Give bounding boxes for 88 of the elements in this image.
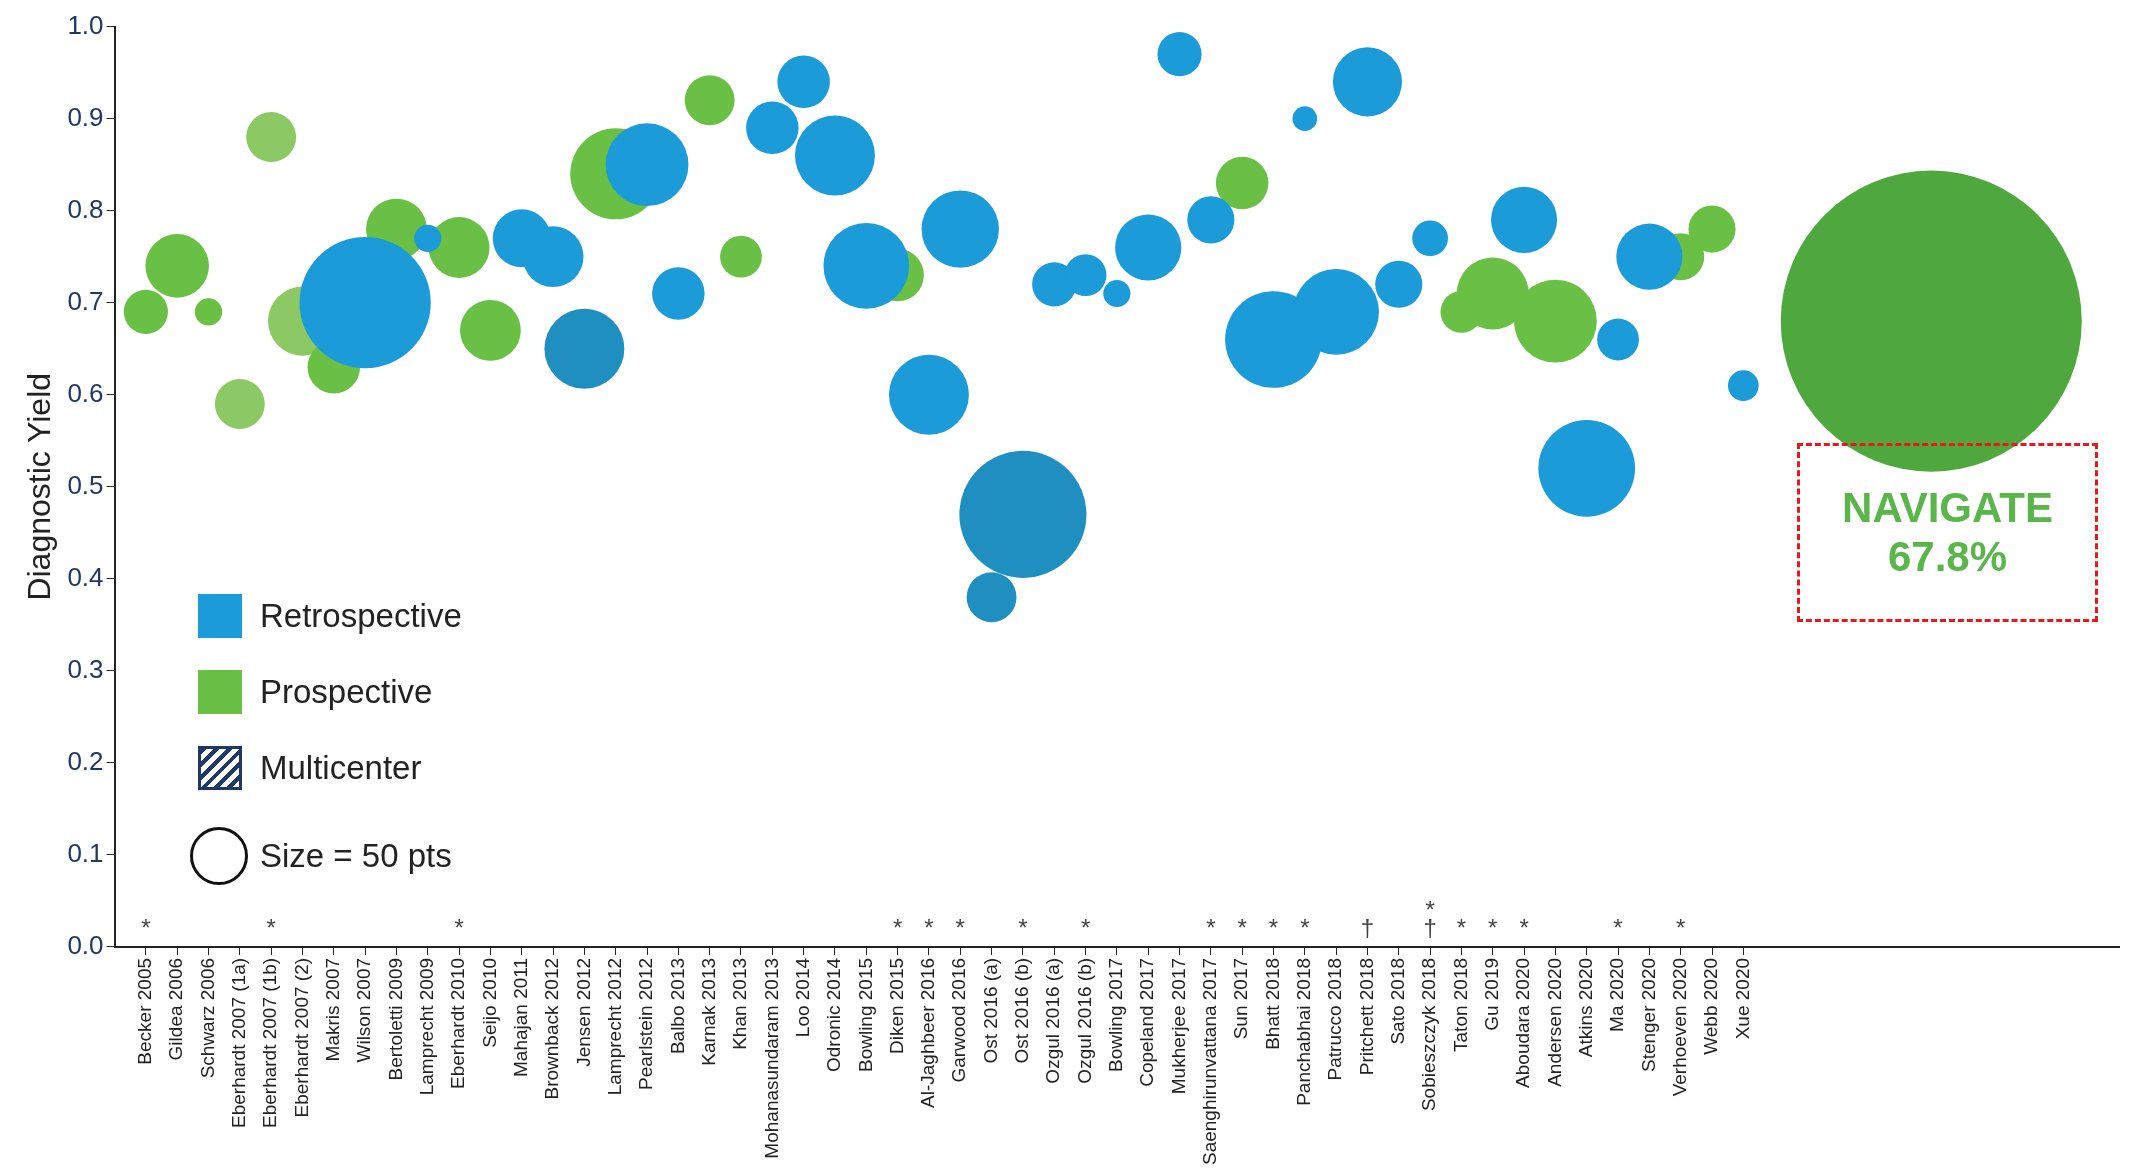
annotation: * — [1519, 913, 1529, 941]
x-tick-label: Balbo 2013 — [666, 957, 688, 1055]
legend-label: Prospective — [260, 673, 433, 711]
x-tick-label: Andersen 2020 — [1543, 957, 1565, 1087]
x-tick-label: Xue 2020 — [1731, 957, 1753, 1040]
x-tick-label: Pritchett 2018 — [1355, 957, 1377, 1076]
x-tick-label: Seijo 2010 — [478, 957, 500, 1048]
x-tick-label: Pearlstein 2012 — [635, 957, 657, 1090]
x-tick-label: Ozgul 2016 (a) — [1042, 957, 1064, 1084]
x-tick-label: Verhoeven 2020 — [1668, 957, 1690, 1097]
annotation: * — [1080, 913, 1091, 941]
y-tick-label: 0.1 — [67, 838, 104, 869]
y-tick-label: 0.5 — [67, 469, 104, 500]
annotation: † — [1360, 913, 1375, 941]
y-tick-label: 0.0 — [67, 930, 104, 961]
x-tick-label: Bhatt 2018 — [1261, 957, 1283, 1050]
y-tick-label: 0.4 — [67, 561, 104, 592]
x-tick-label: Loo 2014 — [791, 957, 813, 1038]
annotation: NAVIGATE — [1842, 484, 2053, 533]
y-axis-title: Diagnostic Yield — [21, 372, 58, 601]
annotation: * — [1456, 913, 1467, 941]
x-tick-label: Brownback 2012 — [541, 957, 563, 1100]
x-tick-label: Mohanasundaram 2013 — [760, 957, 782, 1159]
legend-label: Retrospective — [260, 597, 462, 635]
y-tick-label: 0.2 — [67, 746, 104, 777]
annotation: * — [955, 913, 965, 941]
x-tick-label: Bowling 2017 — [1105, 957, 1127, 1073]
x-tick-label: Aboudara 2020 — [1512, 957, 1534, 1088]
y-tick-label: 0.8 — [67, 193, 104, 224]
annotation: * — [141, 913, 151, 941]
x-tick-label: Makris 2007 — [322, 957, 344, 1062]
x-tick-label: Atkins 2020 — [1574, 957, 1596, 1058]
annotation: * — [1488, 913, 1498, 941]
x-tick-label: Becker 2005 — [134, 957, 156, 1065]
x-tick-label: Odronic 2014 — [823, 957, 845, 1073]
legend-label: Multicenter — [260, 749, 422, 787]
x-tick-label: Ost 2016 (a) — [979, 957, 1001, 1064]
x-tick-label: Ozgul 2016 (b) — [1073, 957, 1095, 1084]
x-tick-label: Eberhardt 2007 (1b) — [259, 957, 281, 1128]
annotation: * — [892, 913, 903, 941]
x-tick-label: Lamprecht 2012 — [603, 957, 625, 1096]
x-tick-label: Al-Jaghbeer 2016 — [917, 957, 939, 1108]
annotation: * — [1206, 913, 1216, 941]
annotation: * — [1237, 913, 1247, 941]
x-tick-label: Khan 2013 — [729, 957, 751, 1050]
annotation: * — [924, 913, 934, 941]
annotation: 67.8% — [1887, 532, 2008, 581]
x-tick-label: Sobieszczyk 2018 — [1418, 957, 1440, 1112]
x-tick-label: Mahajan 2011 — [509, 957, 531, 1077]
annotation: * — [1268, 913, 1279, 941]
y-tick-label: 0.6 — [67, 377, 104, 408]
x-tick-label: Webb 2020 — [1700, 957, 1722, 1055]
legend-label: Size = 50 pts — [260, 837, 452, 875]
x-tick-label: Eberhardt 2007 (2) — [290, 957, 312, 1118]
x-tick-label: Bertoletti 2009 — [384, 957, 406, 1081]
y-tick-label: 0.9 — [67, 101, 104, 132]
x-tick-label: Saenghirunvattana 2017 — [1199, 957, 1221, 1165]
x-tick-label: Panchabhai 2018 — [1293, 957, 1315, 1106]
x-tick-label: Stenger 2020 — [1637, 957, 1659, 1073]
annotation: * — [1613, 913, 1623, 941]
x-tick-label: Taton 2018 — [1449, 957, 1471, 1052]
x-tick-label: Mukherjee 2017 — [1167, 957, 1189, 1095]
y-tick-label: 0.3 — [67, 654, 104, 685]
annotation: * — [1676, 913, 1686, 941]
x-tick-label: Ost 2016 (b) — [1011, 957, 1033, 1064]
annotation: * — [1018, 913, 1028, 941]
x-tick-label: Lamprecht 2009 — [416, 957, 438, 1096]
y-tick-label: 0.7 — [67, 285, 104, 316]
x-tick-label: Patrucco 2018 — [1324, 957, 1346, 1081]
x-tick-label: Diken 2015 — [885, 957, 907, 1055]
x-tick-label: Garwood 2016 — [948, 957, 970, 1083]
x-tick-label: Wilson 2007 — [353, 957, 375, 1063]
x-tick-label: Schwarz 2006 — [196, 957, 218, 1079]
x-tick-label: Eberhardt 2010 — [447, 957, 469, 1089]
annotation: * — [454, 913, 464, 941]
x-tick-label: Karnak 2013 — [697, 957, 719, 1066]
x-tick-label: Sato 2018 — [1387, 957, 1409, 1045]
x-tick-label: Eberhardt 2007 (1a) — [228, 957, 250, 1128]
x-tick-label: Gu 2019 — [1480, 957, 1502, 1031]
x-tick-label: Sun 2017 — [1230, 957, 1252, 1040]
x-tick-label: Bowling 2015 — [854, 957, 876, 1073]
y-tick-label: 1.0 — [67, 9, 104, 40]
annotation: * — [266, 913, 276, 941]
x-tick-label: Copeland 2017 — [1136, 957, 1158, 1087]
x-tick-label: Gildea 2006 — [165, 957, 187, 1061]
x-tick-label: Jensen 2012 — [572, 957, 594, 1067]
x-tick-label: Ma 2020 — [1606, 957, 1628, 1032]
annotation: * — [1300, 913, 1310, 941]
